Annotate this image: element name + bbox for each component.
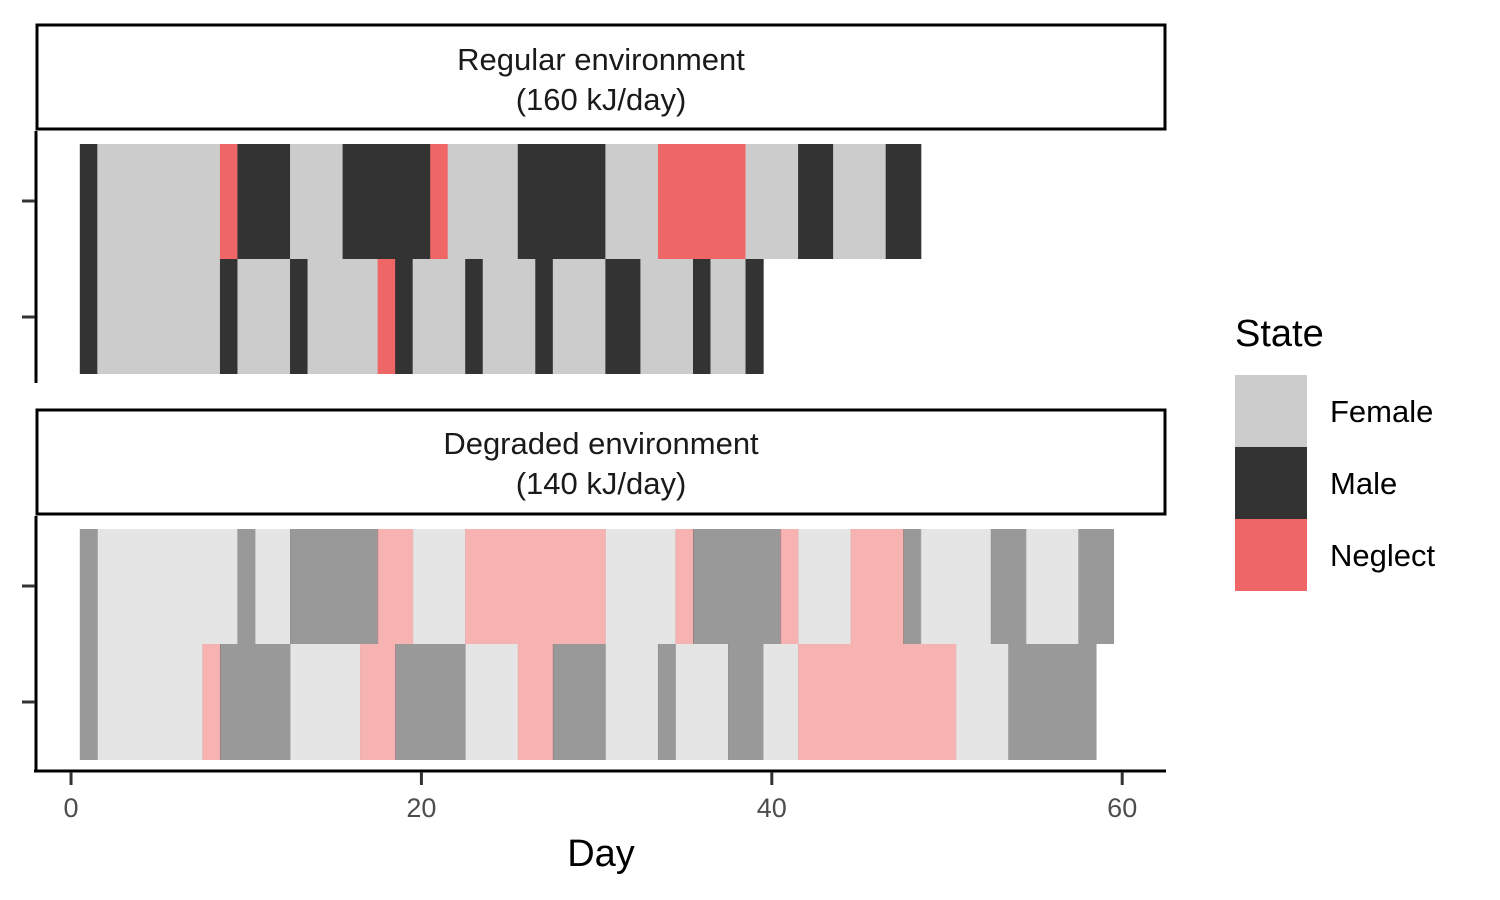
bar-segment-neglect: [465, 529, 606, 644]
bar-segment-female: [307, 259, 379, 374]
bar-segment-female: [798, 529, 852, 644]
bar-segment-female: [833, 144, 887, 259]
bar-segment-neglect: [430, 144, 449, 259]
bar-segment-neglect: [377, 259, 396, 374]
bar-segment-female: [97, 259, 221, 374]
bar-segment-male: [990, 529, 1027, 644]
bar-segment-female: [1025, 529, 1079, 644]
bar-segment-neglect: [360, 644, 396, 760]
bar-segment-male: [728, 644, 764, 760]
legend-key-male: [1235, 447, 1307, 519]
strip-degraded-title-line1: Degraded environment: [443, 426, 759, 461]
panel-degraded-bars: [79, 529, 1115, 760]
bar-segment-male: [605, 259, 642, 374]
strip-regular-title-line2: (160 kJ/day): [516, 82, 687, 117]
bar-segment-male: [1008, 644, 1097, 760]
legend-key-neglect: [1235, 519, 1307, 591]
bar-segment-female: [97, 144, 221, 259]
bar-segment-male: [395, 644, 466, 760]
strip-regular-box: [35, 23, 1167, 131]
legend-key-female: [1235, 375, 1307, 447]
bar-segment-male: [692, 529, 782, 644]
bar-segment-female: [290, 644, 361, 760]
bar-segment-male: [552, 644, 606, 760]
bar-segment-male: [219, 644, 291, 760]
bar-segment-female: [254, 529, 291, 644]
bar-segment-male: [219, 259, 239, 374]
strip-degraded-title-line2: (140 kJ/day): [516, 466, 687, 501]
panel-regular: Regular environment (160 kJ/day): [22, 23, 1167, 383]
x-tick-label: 20: [406, 793, 436, 823]
bar-segment-male: [79, 259, 98, 374]
bar-segment-female: [290, 144, 344, 259]
bar-segment-female: [465, 644, 519, 760]
bar-segment-female: [605, 644, 659, 760]
panel-degraded: Degraded environment (140 kJ/day): [22, 408, 1167, 773]
bar-segment-male: [1078, 529, 1115, 644]
bar-segment-female: [605, 144, 659, 259]
bar-segment-male: [237, 144, 291, 259]
legend-label-female: Female: [1330, 394, 1433, 429]
bar-segment-female: [97, 644, 204, 760]
bar-segment-male: [79, 144, 98, 259]
bar-segment-male: [79, 529, 98, 644]
bar-segment-male: [903, 529, 922, 644]
bar-segment-male: [745, 259, 764, 374]
strip-regular-title-line1: Regular environment: [457, 42, 745, 77]
bar-segment-female: [675, 644, 729, 760]
bar-segment-neglect: [377, 529, 414, 644]
bar-segment-female: [97, 529, 239, 644]
bar-segment-male: [692, 259, 712, 374]
panel-regular-bars: [79, 144, 922, 374]
bar-segment-male: [798, 144, 834, 259]
bar-segment-male: [395, 259, 414, 374]
bar-segment-female: [447, 144, 519, 259]
bar-segment-female: [412, 529, 466, 644]
bar-segment-male: [290, 529, 379, 644]
bar-segment-female: [955, 644, 1009, 760]
x-axis: 0 20 40 60: [64, 772, 1137, 823]
x-tick-label: 0: [64, 793, 79, 823]
x-tick-label: 40: [757, 793, 787, 823]
bar-segment-female: [482, 259, 536, 374]
bar-segment-male: [657, 644, 677, 760]
legend: State Female Male Neglect: [1235, 313, 1435, 591]
bar-segment-female: [745, 144, 799, 259]
bar-segment-female: [710, 259, 747, 374]
bar-segment-female: [237, 259, 291, 374]
bar-segment-neglect: [780, 529, 799, 644]
bar-segment-male: [517, 144, 606, 259]
bar-segment-female: [552, 259, 606, 374]
strip-degraded-box: [35, 408, 1167, 516]
bar-segment-neglect: [798, 644, 957, 760]
x-tick-label: 60: [1107, 793, 1137, 823]
bar-segment-female: [920, 529, 992, 644]
bar-segment-female: [763, 644, 799, 760]
bar-segment-male: [535, 259, 554, 374]
bar-segment-neglect: [202, 644, 221, 760]
bar-segment-neglect: [517, 644, 554, 760]
bar-segment-male: [79, 644, 98, 760]
legend-title: State: [1235, 313, 1324, 355]
bar-segment-male: [290, 259, 309, 374]
bar-segment-female: [412, 259, 466, 374]
bar-segment-male: [342, 144, 431, 259]
bar-segment-neglect: [219, 144, 239, 259]
bar-segment-male: [465, 259, 484, 374]
legend-label-male: Male: [1330, 466, 1397, 501]
bar-segment-male: [885, 144, 922, 259]
legend-keys: Female Male Neglect: [1235, 375, 1435, 591]
bar-segment-neglect: [675, 529, 694, 644]
legend-label-neglect: Neglect: [1330, 538, 1435, 573]
bar-segment-neglect: [850, 529, 904, 644]
x-axis-title: Day: [567, 833, 635, 875]
bar-segment-male: [237, 529, 256, 644]
bar-segment-neglect: [657, 144, 747, 259]
bar-segment-female: [605, 529, 677, 644]
bar-segment-female: [640, 259, 694, 374]
